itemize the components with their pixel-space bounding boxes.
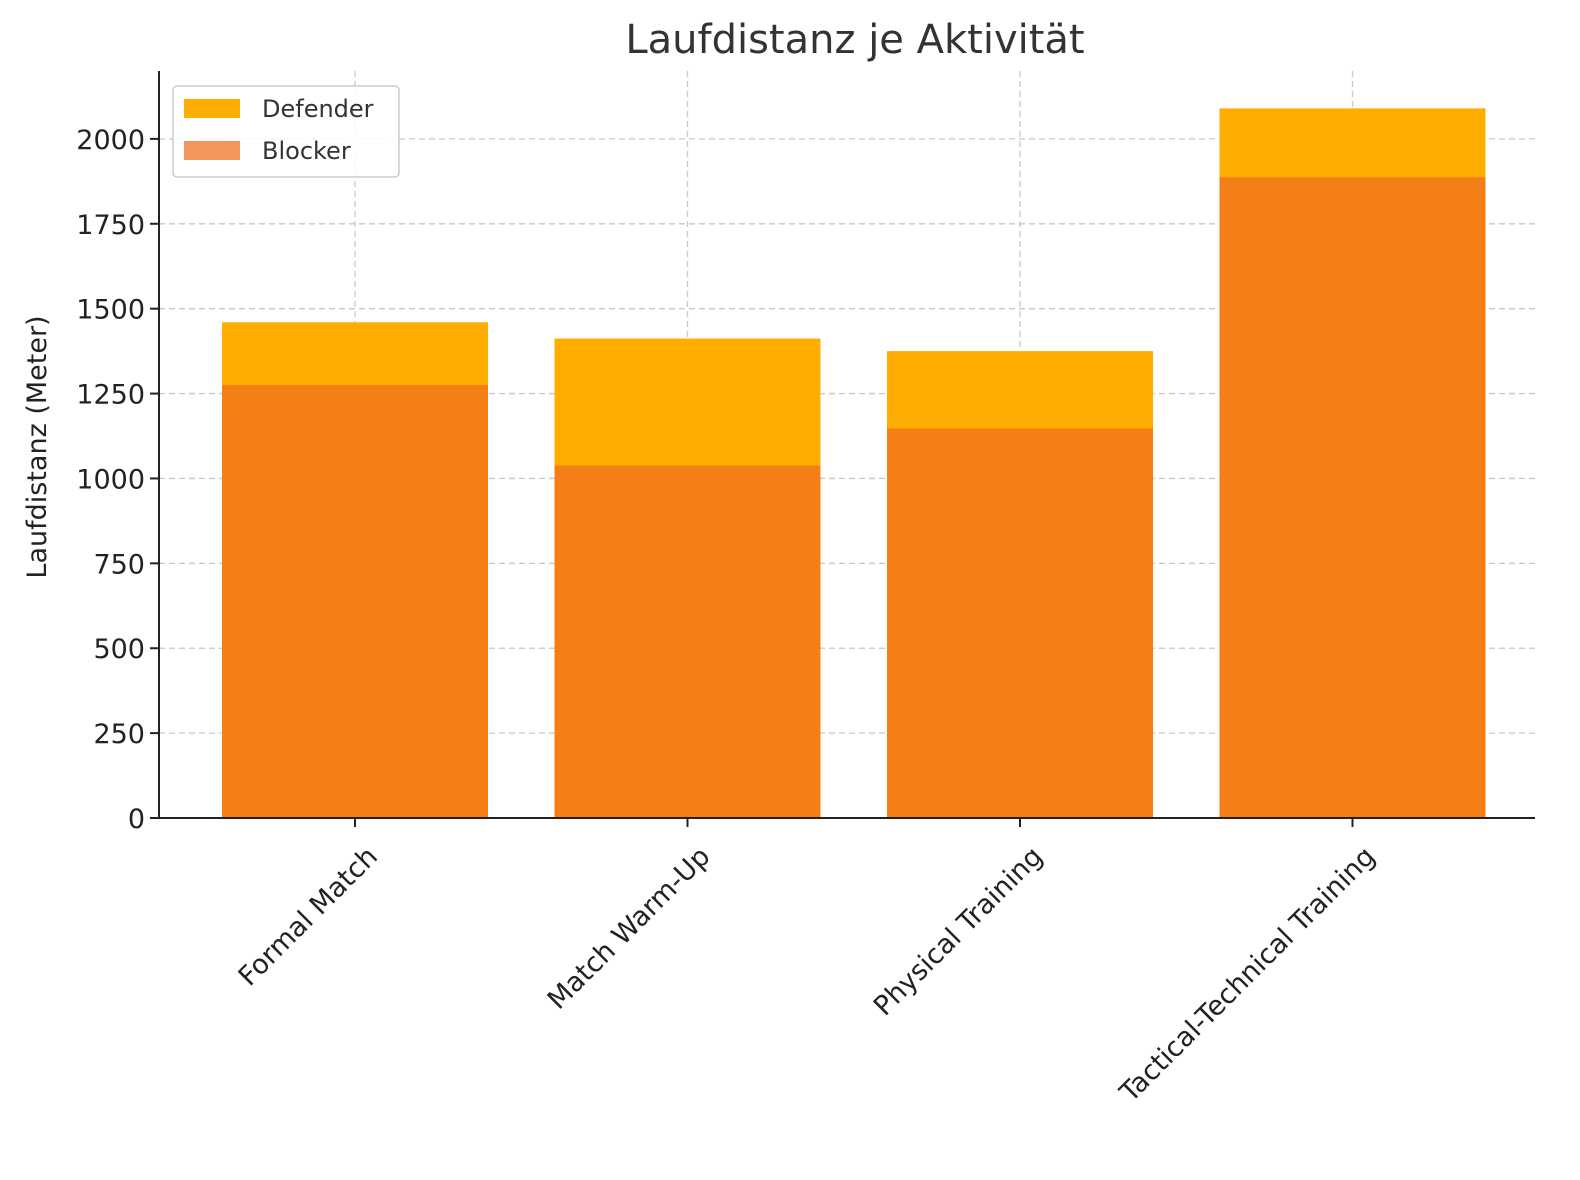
bar-blocker-0 [222,385,488,818]
y-tick-label: 750 [93,549,145,580]
x-axis-ticks: Formal Match Match Warm-Up Physical Traini… [233,818,1382,1109]
legend: Defender Blocker [172,85,400,178]
y-tick-label: 1000 [76,464,145,495]
legend-label-blocker: Blocker [262,137,351,165]
y-axis-label: Laufdistanz (Meter) [22,315,53,578]
axes [158,71,1535,819]
bar-blocker-1 [554,465,821,818]
bars [222,108,1486,819]
y-tick-label: 0 [128,804,145,835]
y-tick-label: 1250 [76,380,145,411]
x-tick-label: Physical Training [868,841,1049,1022]
legend-swatch-defender [184,99,240,118]
legend-label-defender: Defender [262,95,374,123]
bar-blocker-3 [1219,177,1486,819]
x-tick-label: Tactical-Technical Training [1114,841,1382,1109]
y-tick-label: 2000 [76,125,145,156]
x-tick-label: Match Warm-Up [542,841,717,1016]
x-tick-label: Formal Match [233,841,384,992]
chart-title: Laufdistanz je Aktivität [625,17,1084,63]
y-tick-label: 1750 [76,210,145,241]
y-tick-label: 500 [93,634,145,665]
y-axis-ticks: 0 250 500 750 1000 1250 1500 1750 2000 [76,125,159,835]
bar-blocker-2 [887,428,1153,818]
legend-swatch-blocker [184,141,240,160]
y-tick-label: 1500 [76,295,145,326]
y-tick-label: 250 [93,719,145,750]
